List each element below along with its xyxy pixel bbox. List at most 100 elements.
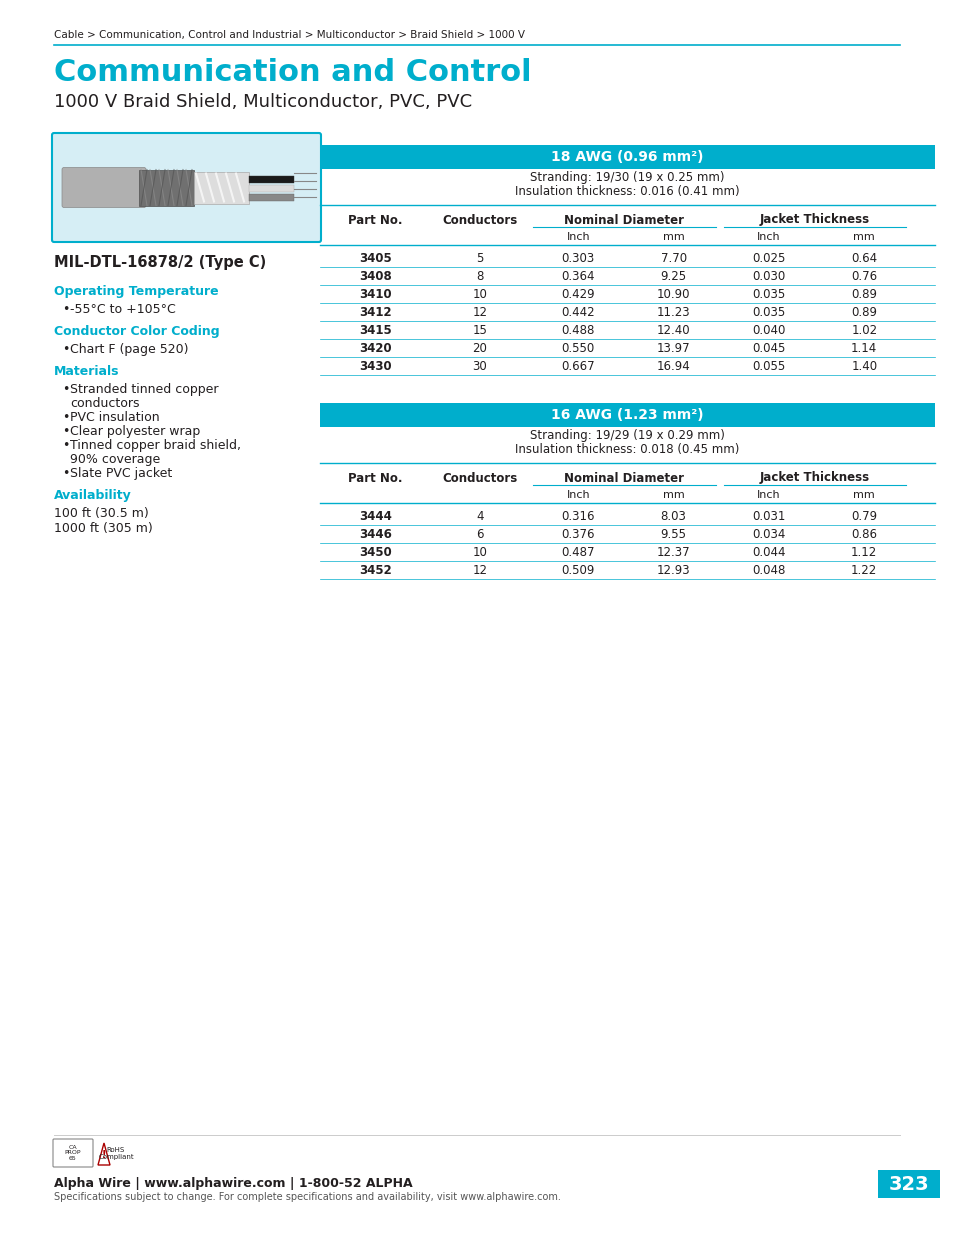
Text: Clear polyester wrap: Clear polyester wrap <box>70 425 200 438</box>
Text: 10: 10 <box>472 546 487 558</box>
Text: mm: mm <box>853 232 874 242</box>
Text: 3430: 3430 <box>358 359 392 373</box>
Text: CA
PROP
65: CA PROP 65 <box>65 1145 81 1161</box>
Text: 0.442: 0.442 <box>561 305 595 319</box>
Text: mm: mm <box>853 490 874 500</box>
Text: mm: mm <box>662 490 684 500</box>
Text: 3452: 3452 <box>358 563 392 577</box>
Text: 16 AWG (1.23 mm²): 16 AWG (1.23 mm²) <box>551 408 703 422</box>
Text: Alpha Wire | www.alphawire.com | 1-800-52 ALPHA: Alpha Wire | www.alphawire.com | 1-800-5… <box>54 1177 413 1191</box>
Text: 0.376: 0.376 <box>561 527 595 541</box>
Text: 323: 323 <box>888 1174 928 1193</box>
Text: conductors: conductors <box>70 396 139 410</box>
Text: 3444: 3444 <box>358 510 392 522</box>
Text: 7.70: 7.70 <box>659 252 686 264</box>
Text: 30: 30 <box>472 359 487 373</box>
Text: Slate PVC jacket: Slate PVC jacket <box>70 467 172 480</box>
Text: Materials: Materials <box>54 366 119 378</box>
Text: 10: 10 <box>472 288 487 300</box>
Text: !: ! <box>102 1150 106 1160</box>
Text: 0.488: 0.488 <box>561 324 595 336</box>
Text: 0.040: 0.040 <box>752 324 785 336</box>
Text: 3405: 3405 <box>358 252 392 264</box>
Bar <box>319 144 934 169</box>
Text: 12.93: 12.93 <box>656 563 690 577</box>
Text: 0.048: 0.048 <box>752 563 785 577</box>
Text: 3420: 3420 <box>358 342 392 354</box>
Text: MIL-DTL-16878/2 (Type C): MIL-DTL-16878/2 (Type C) <box>54 254 266 270</box>
Text: Specifications subject to change. For complete specifications and availability, : Specifications subject to change. For co… <box>54 1192 560 1202</box>
Text: 12.40: 12.40 <box>656 324 690 336</box>
Text: Stranding: 19/30 (19 x 0.25 mm): Stranding: 19/30 (19 x 0.25 mm) <box>530 170 724 184</box>
Text: 3408: 3408 <box>358 269 392 283</box>
Text: Conductor Color Coding: Conductor Color Coding <box>54 325 219 338</box>
Text: Nominal Diameter: Nominal Diameter <box>564 472 683 484</box>
Text: 1.22: 1.22 <box>850 563 877 577</box>
Text: Tinned copper braid shield,: Tinned copper braid shield, <box>70 438 241 452</box>
Text: PVC insulation: PVC insulation <box>70 411 159 424</box>
Bar <box>139 169 193 205</box>
Text: Inch: Inch <box>757 490 780 500</box>
Text: Inch: Inch <box>566 232 590 242</box>
Bar <box>193 172 249 204</box>
Text: 0.86: 0.86 <box>850 527 877 541</box>
Text: •: • <box>62 343 70 356</box>
Text: 0.055: 0.055 <box>752 359 784 373</box>
Text: 0.031: 0.031 <box>752 510 785 522</box>
Text: 9.25: 9.25 <box>659 269 686 283</box>
Bar <box>249 175 294 183</box>
Text: Nominal Diameter: Nominal Diameter <box>564 214 683 226</box>
Text: 0.429: 0.429 <box>561 288 595 300</box>
Text: 0.487: 0.487 <box>561 546 595 558</box>
Text: 1.02: 1.02 <box>850 324 877 336</box>
Text: Part No.: Part No. <box>348 214 402 226</box>
Text: 12.37: 12.37 <box>656 546 690 558</box>
Text: Insulation thickness: 0.016 (0.41 mm): Insulation thickness: 0.016 (0.41 mm) <box>515 185 739 199</box>
Text: 18 AWG (0.96 mm²): 18 AWG (0.96 mm²) <box>551 149 703 164</box>
Text: 6: 6 <box>476 527 483 541</box>
Text: 90% coverage: 90% coverage <box>70 453 160 466</box>
Text: RoHS
Compliant: RoHS Compliant <box>98 1146 133 1160</box>
Bar <box>877 1170 939 1198</box>
Bar <box>319 403 934 427</box>
Text: 3446: 3446 <box>358 527 392 541</box>
Text: 20: 20 <box>472 342 487 354</box>
Text: 16.94: 16.94 <box>656 359 690 373</box>
Text: Stranding: 19/29 (19 x 0.29 mm): Stranding: 19/29 (19 x 0.29 mm) <box>530 429 724 441</box>
Text: 0.64: 0.64 <box>850 252 877 264</box>
Text: 0.025: 0.025 <box>752 252 785 264</box>
Text: 0.667: 0.667 <box>561 359 595 373</box>
Text: 11.23: 11.23 <box>656 305 690 319</box>
Text: 0.364: 0.364 <box>561 269 595 283</box>
Text: 1.40: 1.40 <box>850 359 877 373</box>
Text: •: • <box>62 411 70 424</box>
Text: 0.303: 0.303 <box>561 252 595 264</box>
Text: 3412: 3412 <box>358 305 392 319</box>
FancyBboxPatch shape <box>62 168 146 207</box>
Bar <box>249 194 294 200</box>
Text: 0.79: 0.79 <box>850 510 877 522</box>
Text: 1000 ft (305 m): 1000 ft (305 m) <box>54 522 152 535</box>
Text: -55°C to +105°C: -55°C to +105°C <box>70 303 175 316</box>
Text: 8.03: 8.03 <box>660 510 686 522</box>
Text: 0.550: 0.550 <box>561 342 595 354</box>
Text: 13.97: 13.97 <box>656 342 690 354</box>
Text: Chart F (page 520): Chart F (page 520) <box>70 343 189 356</box>
Text: mm: mm <box>662 232 684 242</box>
Text: 0.89: 0.89 <box>850 288 877 300</box>
Text: 10.90: 10.90 <box>657 288 690 300</box>
Text: Conductors: Conductors <box>442 214 517 226</box>
Text: 0.89: 0.89 <box>850 305 877 319</box>
Text: Jacket Thickness: Jacket Thickness <box>760 214 869 226</box>
Text: 1.12: 1.12 <box>850 546 877 558</box>
Text: Stranded tinned copper: Stranded tinned copper <box>70 383 218 396</box>
Text: 5: 5 <box>476 252 483 264</box>
Text: Conductors: Conductors <box>442 472 517 484</box>
Text: Inch: Inch <box>566 490 590 500</box>
Text: •: • <box>62 467 70 480</box>
Text: 3410: 3410 <box>358 288 392 300</box>
Text: Cable > Communication, Control and Industrial > Multiconductor > Braid Shield > : Cable > Communication, Control and Indus… <box>54 30 524 40</box>
Text: Part No.: Part No. <box>348 472 402 484</box>
Text: 4: 4 <box>476 510 483 522</box>
Text: •: • <box>62 425 70 438</box>
